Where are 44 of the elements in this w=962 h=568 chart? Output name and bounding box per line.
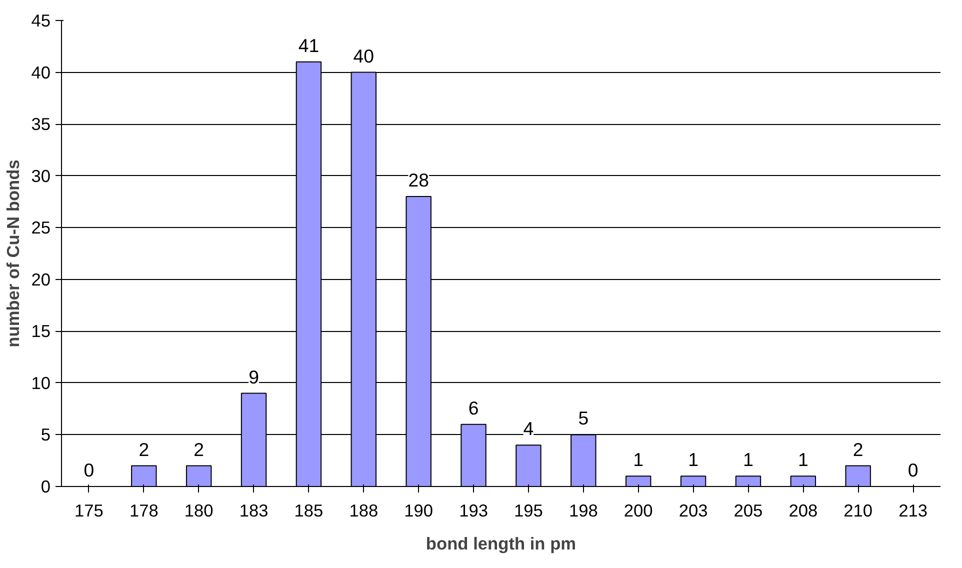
y-tick-label: 40	[31, 62, 51, 82]
x-tick-label: 190	[404, 500, 434, 520]
x-tick-label: 210	[844, 500, 873, 520]
y-tick-label: 20	[31, 269, 51, 290]
data-label: 9	[248, 366, 259, 388]
y-tick-label: 45	[31, 10, 51, 30]
x-tick-label: 188	[349, 500, 378, 520]
x-tick-label: 178	[129, 500, 158, 520]
x-tick-label: 200	[624, 500, 653, 520]
x-axis-title: bond length in pm	[426, 534, 576, 554]
data-label: 4	[523, 418, 534, 440]
x-tick-label: 193	[459, 500, 488, 520]
x-tick-label: 208	[788, 500, 818, 520]
data-label: 2	[194, 438, 204, 460]
data-label: 1	[743, 449, 754, 470]
y-tick-label: 25	[31, 218, 51, 238]
y-tick-label: 15	[31, 321, 51, 342]
data-label: 5	[578, 408, 589, 429]
data-label: 2	[852, 438, 864, 460]
data-label: 41	[298, 34, 320, 56]
data-label: 28	[408, 170, 429, 191]
y-tick-label: 5	[40, 424, 51, 445]
y-axis-title: number of Cu-N bonds	[3, 160, 24, 348]
y-tick-label: 10	[31, 372, 51, 393]
x-tick-label: 205	[734, 500, 763, 520]
data-label: 1	[633, 449, 644, 470]
x-tick-label: 213	[898, 500, 928, 520]
y-tick-label: 35	[31, 114, 51, 134]
data-label: 1	[688, 449, 698, 470]
data-label: 2	[138, 438, 150, 460]
x-tick-label: 195	[514, 500, 543, 520]
data-label: 0	[84, 460, 94, 480]
data-label: 1	[798, 449, 808, 470]
x-tick-label: 175	[74, 500, 104, 520]
y-tick-label: 0	[40, 476, 51, 496]
data-label: 6	[468, 397, 479, 418]
x-tick-label: 185	[294, 500, 324, 520]
x-tick-label: 198	[568, 500, 598, 520]
data-label: 0	[908, 460, 918, 480]
data-label: 40	[353, 45, 374, 66]
y-tick-label: 30	[31, 166, 51, 186]
x-tick-label: 180	[184, 500, 214, 520]
x-tick-label: 183	[239, 500, 268, 520]
x-tick-label: 203	[678, 500, 708, 520]
